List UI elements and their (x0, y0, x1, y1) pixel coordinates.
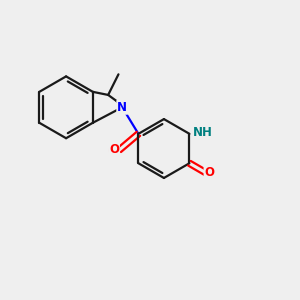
Text: NH: NH (193, 126, 213, 139)
Text: N: N (117, 101, 127, 114)
Text: O: O (205, 166, 214, 179)
Text: O: O (109, 143, 119, 157)
Text: O: O (107, 145, 118, 158)
